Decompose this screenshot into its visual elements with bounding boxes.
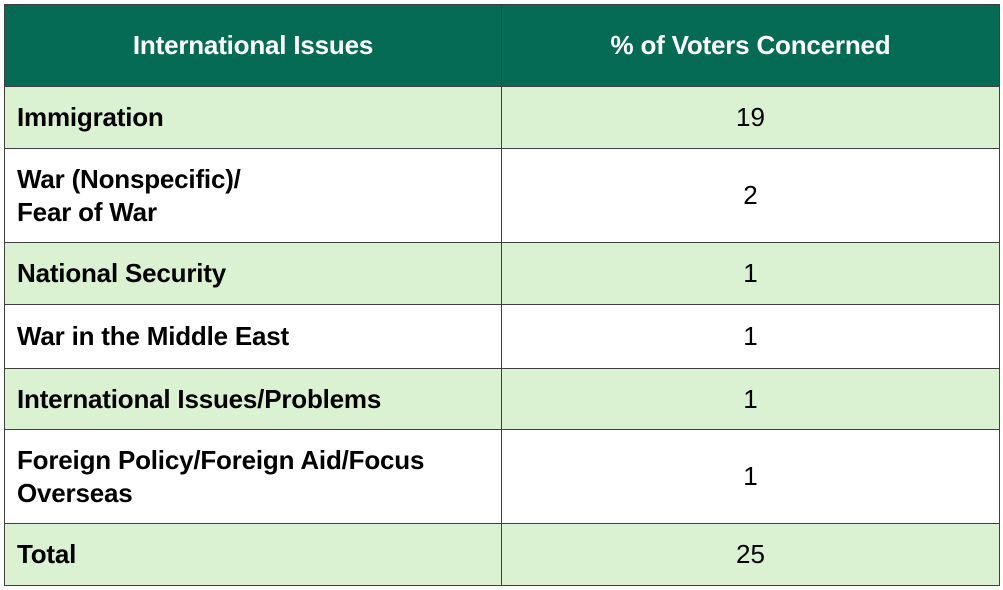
table-row: Foreign Policy/Foreign Aid/Focus Oversea… xyxy=(4,429,1000,524)
row-value: 1 xyxy=(501,368,1000,430)
row-label: War in the Middle East xyxy=(4,304,502,369)
table-header-row: International Issues % of Voters Concern… xyxy=(4,4,1000,87)
column-header-percent: % of Voters Concerned xyxy=(501,4,1000,87)
row-label: National Security xyxy=(4,242,502,305)
row-value: 2 xyxy=(501,148,1000,243)
table-row: National Security 1 xyxy=(4,242,1000,305)
row-value: 1 xyxy=(501,242,1000,305)
table-row: War (Nonspecific)/ Fear of War 2 xyxy=(4,148,1000,243)
row-value: 25 xyxy=(501,523,1000,586)
row-label: International Issues/Problems xyxy=(4,368,502,430)
column-header-issues: International Issues xyxy=(4,4,502,87)
table-row: Immigration 19 xyxy=(4,86,1000,149)
row-label: War (Nonspecific)/ Fear of War xyxy=(4,148,502,243)
row-label: Immigration xyxy=(4,86,502,149)
row-value: 1 xyxy=(501,429,1000,524)
row-label: Foreign Policy/Foreign Aid/Focus Oversea… xyxy=(4,429,502,524)
table-row-total: Total 25 xyxy=(4,523,1000,586)
row-value: 19 xyxy=(501,86,1000,149)
table-row: International Issues/Problems 1 xyxy=(4,368,1000,430)
row-value: 1 xyxy=(501,304,1000,369)
issues-table: International Issues % of Voters Concern… xyxy=(4,4,1000,586)
row-label: Total xyxy=(4,523,502,586)
table-row: War in the Middle East 1 xyxy=(4,304,1000,369)
